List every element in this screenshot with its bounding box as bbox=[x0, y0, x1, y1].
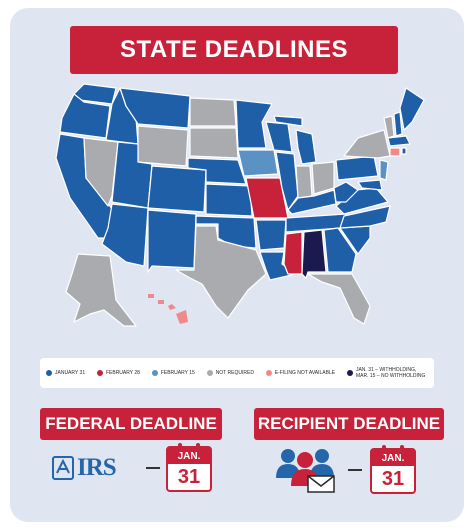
federal-deadline-title: FEDERAL DEADLINE bbox=[45, 414, 217, 433]
state-minnesota bbox=[235, 99, 273, 149]
state-hawaii-3 bbox=[168, 304, 176, 310]
state-wisconsin bbox=[265, 121, 293, 153]
legend-label: NOT REQUIRED bbox=[215, 370, 254, 376]
state-west-virginia bbox=[333, 181, 359, 203]
state-connecticut bbox=[389, 147, 401, 157]
recipient-dash bbox=[348, 469, 362, 471]
legend-dot bbox=[96, 370, 103, 376]
legend-dot bbox=[46, 370, 52, 376]
irs-logo-text: IRS bbox=[77, 454, 117, 481]
legend-item-not-required: NOT REQUIRED bbox=[206, 370, 254, 376]
federal-dash bbox=[146, 467, 160, 469]
state-mississippi bbox=[283, 231, 303, 275]
state-maryland bbox=[357, 179, 383, 191]
calendar-day: 31 bbox=[381, 467, 405, 490]
state-michigan bbox=[295, 129, 317, 165]
recipients-icon bbox=[274, 444, 344, 496]
calendar-ring bbox=[196, 443, 200, 451]
state-oregon bbox=[59, 93, 111, 139]
legend-label: FEBRUARY 28 bbox=[105, 370, 140, 376]
state-georgia bbox=[323, 227, 357, 273]
page-title: STATE DEADLINES bbox=[120, 36, 348, 63]
calendar-ring bbox=[382, 445, 386, 453]
state-utah bbox=[111, 141, 153, 209]
legend-dot bbox=[265, 370, 272, 376]
state-arkansas bbox=[255, 219, 287, 251]
state-rhode-island bbox=[401, 147, 407, 155]
legend-label: FEBRUARY 15 bbox=[160, 370, 195, 376]
us-map-svg bbox=[55, 83, 425, 327]
federal-calendar-icon: JAN. 31 bbox=[166, 443, 212, 492]
legend-label: JAN. 31 – WITHHOLDING, MAR. 15 – NO WITH… bbox=[355, 367, 426, 379]
state-hawaii-1 bbox=[148, 294, 154, 298]
title-banner: STATE DEADLINES bbox=[70, 26, 398, 74]
recipient-deadline-banner: RECIPIENT DEADLINE bbox=[254, 408, 444, 440]
state-alabama bbox=[301, 229, 327, 279]
irs-logo: IRS bbox=[52, 448, 142, 488]
state-indiana bbox=[295, 165, 313, 199]
legend-item-feb15: FEBRUARY 15 bbox=[151, 370, 195, 376]
legend-dot bbox=[206, 370, 213, 376]
recipient-calendar-icon: JAN. 31 bbox=[370, 445, 416, 494]
state-texas bbox=[175, 225, 267, 319]
calendar-month: JAN. bbox=[381, 452, 405, 464]
state-nebraska bbox=[187, 157, 247, 185]
state-montana bbox=[119, 87, 191, 129]
state-new-mexico bbox=[147, 209, 197, 273]
state-wyoming bbox=[137, 125, 189, 167]
federal-deadline-banner: FEDERAL DEADLINE bbox=[40, 408, 222, 440]
legend-item-split: JAN. 31 – WITHHOLDING, MAR. 15 – NO WITH… bbox=[346, 367, 428, 379]
state-south-dakota bbox=[189, 127, 239, 159]
state-illinois bbox=[275, 151, 299, 211]
state-michigan-up bbox=[273, 115, 303, 127]
eagle-icon bbox=[52, 456, 74, 480]
state-alaska bbox=[65, 253, 137, 327]
legend-dot bbox=[151, 370, 158, 376]
state-kansas bbox=[205, 183, 253, 217]
legend-item-efiling-na: E-FILING NOT AVAILABLE bbox=[265, 370, 336, 376]
legend-label: JANUARY 31 bbox=[55, 370, 86, 376]
people-envelope-icon bbox=[276, 449, 335, 493]
calendar-month: JAN. bbox=[177, 450, 201, 462]
legend-dot bbox=[346, 370, 353, 376]
state-colorado bbox=[147, 165, 207, 213]
calendar-ring bbox=[178, 443, 182, 451]
state-north-dakota bbox=[189, 97, 237, 127]
state-pennsylvania bbox=[335, 155, 379, 181]
state-vermont bbox=[383, 115, 395, 139]
state-massachusetts bbox=[387, 135, 411, 147]
legend-label: E-FILING NOT AVAILABLE bbox=[274, 370, 336, 376]
legend-item-feb28: FEBRUARY 28 bbox=[96, 370, 140, 376]
state-new-york bbox=[343, 129, 391, 159]
state-hawaii-4 bbox=[176, 310, 188, 324]
map-legend: JANUARY 31 FEBRUARY 28 FEBRUARY 15 NOT R… bbox=[40, 358, 434, 388]
calendar-header: JAN. bbox=[372, 450, 414, 466]
recipient-deadline-title: RECIPIENT DEADLINE bbox=[257, 414, 441, 433]
calendar-ring bbox=[400, 445, 404, 453]
us-map bbox=[40, 78, 440, 348]
calendar-day: 31 bbox=[177, 465, 201, 488]
state-ohio bbox=[311, 161, 335, 195]
state-iowa bbox=[237, 149, 279, 177]
state-maine bbox=[399, 87, 425, 131]
state-north-carolina bbox=[339, 205, 391, 229]
calendar-header: JAN. bbox=[168, 448, 210, 464]
state-florida bbox=[307, 273, 371, 325]
state-new-jersey bbox=[379, 159, 389, 181]
state-hawaii-2 bbox=[158, 300, 164, 304]
state-new-hampshire bbox=[393, 111, 403, 137]
legend-item-jan31: JANUARY 31 bbox=[46, 370, 85, 376]
